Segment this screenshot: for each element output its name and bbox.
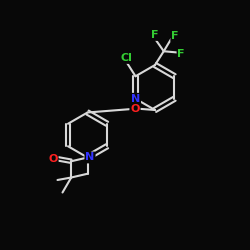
- Text: F: F: [171, 31, 179, 41]
- Text: O: O: [48, 154, 58, 164]
- Text: F: F: [178, 49, 185, 59]
- Text: Cl: Cl: [121, 53, 133, 63]
- Text: N: N: [131, 94, 140, 104]
- Text: F: F: [151, 30, 159, 40]
- Text: O: O: [130, 104, 140, 114]
- Text: N: N: [86, 152, 94, 162]
